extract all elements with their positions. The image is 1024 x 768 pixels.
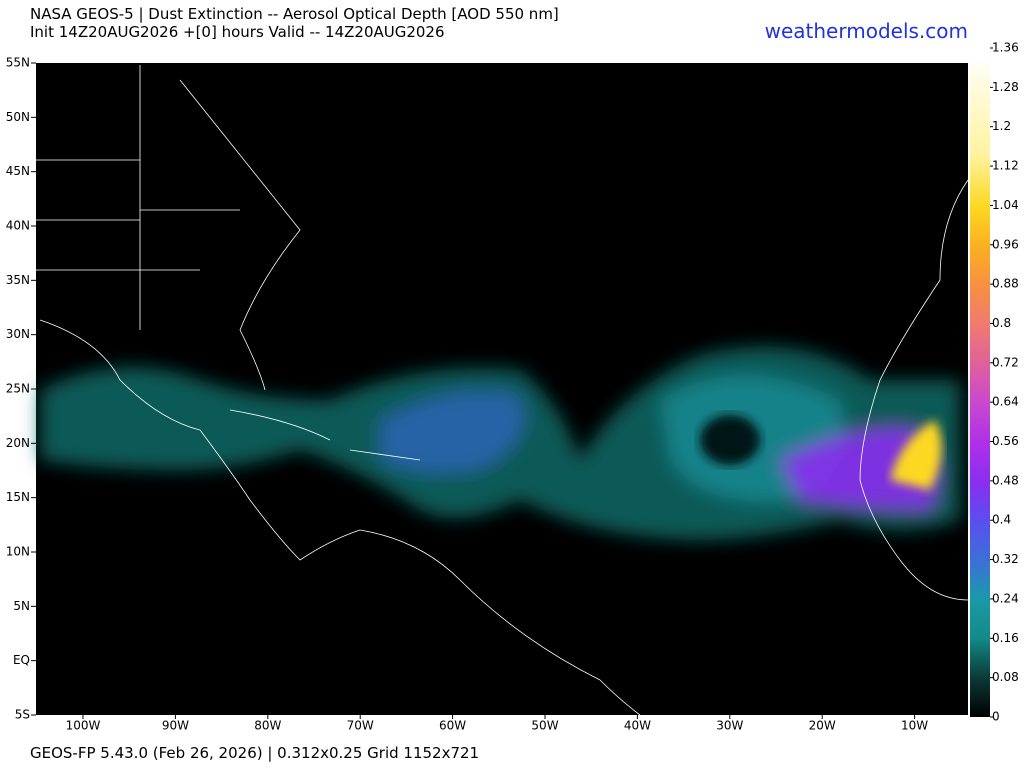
colorbar-tick-label: 0.4 — [992, 513, 1011, 527]
lat-label: 30N — [6, 327, 30, 341]
lon-label: 80W — [254, 719, 281, 733]
dust-plume — [40, 346, 960, 540]
colorbar-tick-label: 0.32 — [992, 552, 1019, 566]
colorbar-tick-label: 0 — [992, 710, 1000, 724]
site-name: weathermodels.com — [764, 19, 968, 43]
colorbar-tick-label: 1.36 — [992, 41, 1019, 55]
colorbar — [970, 63, 990, 717]
colorbar-tick-label: 0.56 — [992, 434, 1019, 448]
map: 55N 50N 45N 40N 35N 30N 25N 20N 15N 10N 5N EQ 5S 100W… — [6, 41, 1019, 733]
plume-core — [890, 420, 942, 490]
plume-eye — [700, 415, 760, 465]
colorbar-tick-label: 0.88 — [992, 277, 1019, 291]
lon-label: 20W — [809, 719, 836, 733]
lat-label: 5S — [15, 708, 30, 722]
colorbar-tick-label: 0.16 — [992, 631, 1019, 645]
lat-label: 5N — [13, 599, 30, 613]
lon-label: 30W — [716, 719, 743, 733]
colorbar-tick-label: 1.12 — [992, 159, 1019, 173]
title: NASA GEOS-5 | Dust Extinction -- Aerosol… — [30, 5, 559, 23]
colorbar-tick-label: 0.08 — [992, 670, 1019, 684]
colorbar-tick-label: 0.24 — [992, 591, 1019, 605]
colorbar-tick-label: 0.72 — [992, 355, 1019, 369]
lat-label: 55N — [6, 56, 30, 70]
lon-label: 40W — [624, 719, 651, 733]
colorbar-tick-label: 1.04 — [992, 198, 1019, 212]
lon-label: 100W — [66, 719, 101, 733]
lat-label: EQ — [13, 653, 30, 667]
lon-label: 50W — [531, 719, 558, 733]
colorbar-tick-label: 0.96 — [992, 237, 1019, 251]
colorbar-tick-label: 1.2 — [992, 119, 1011, 133]
lon-label: 10W — [901, 719, 928, 733]
lat-label: 25N — [6, 382, 30, 396]
lat-label: 15N — [6, 490, 30, 504]
lat-label: 50N — [6, 110, 30, 124]
footer: GEOS-FP 5.43.0 (Feb 26, 2026) | 0.312x0.… — [30, 744, 480, 762]
lat-label: 40N — [6, 219, 30, 233]
lat-label: 20N — [6, 436, 30, 450]
lat-label: 45N — [6, 164, 30, 178]
lat-label: 10N — [6, 545, 30, 559]
lat-label: 35N — [6, 273, 30, 287]
lon-label: 90W — [162, 719, 189, 733]
colorbar-tick-label: 0.64 — [992, 395, 1019, 409]
colorbar-tick-label: 0.48 — [992, 473, 1019, 487]
subtitle: Init 14Z20AUG2026 +[0] hours Valid -- 14… — [30, 23, 445, 41]
colorbar-tick-label: 1.28 — [992, 80, 1019, 94]
colorbar-tick-label: 0.8 — [992, 316, 1011, 330]
lon-label: 70W — [347, 719, 374, 733]
lon-label: 60W — [439, 719, 466, 733]
coastlines — [36, 65, 969, 716]
